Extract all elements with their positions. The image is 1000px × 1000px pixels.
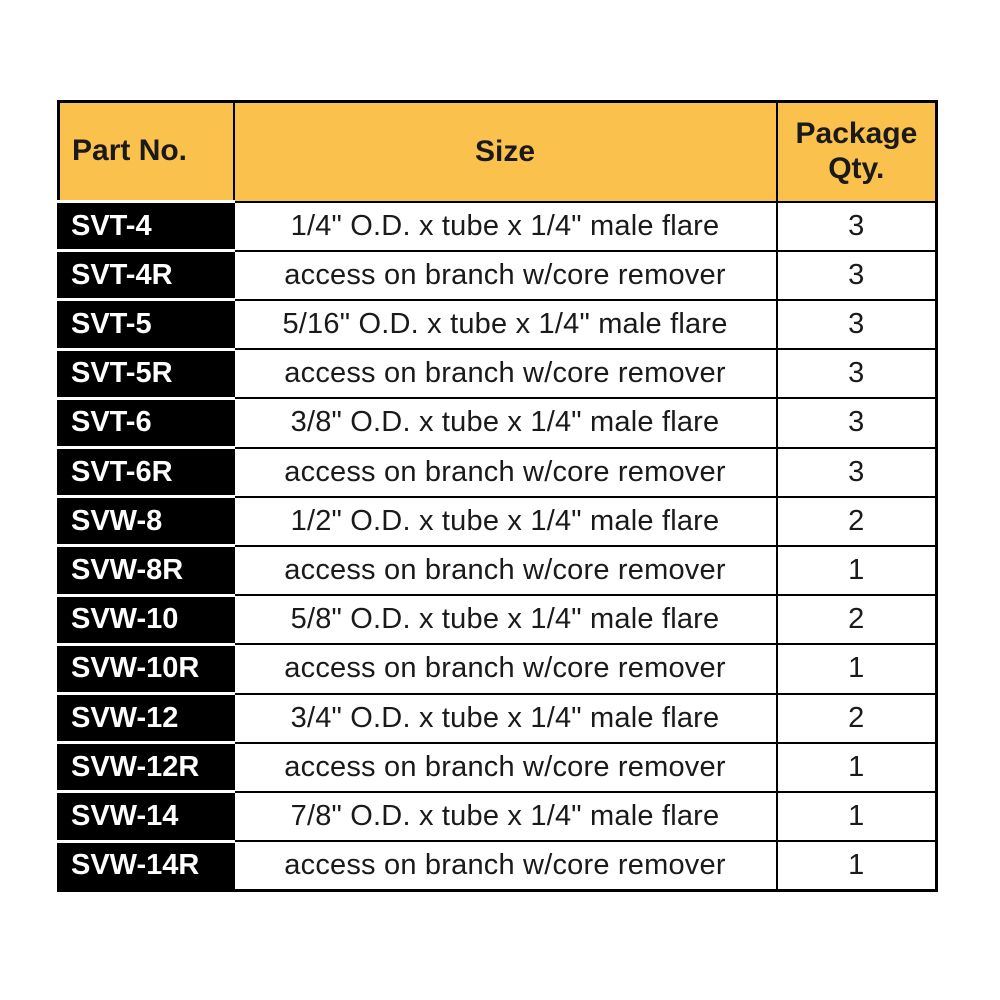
package-qty-cell: 1	[775, 790, 938, 843]
package-qty-cell: 1	[775, 741, 938, 793]
package-qty-cell: 1	[775, 840, 938, 892]
table-row: SVT-5R access on branch w/core remover 3	[57, 347, 938, 400]
table-row: SVT-6R access on branch w/core remover 3	[57, 446, 938, 499]
table-row: SVW-12 3/4" O.D. x tube x 1/4" male flar…	[57, 692, 938, 745]
table-row: SVW-8R access on branch w/core remover 1	[57, 544, 938, 597]
package-qty-cell: 3	[775, 298, 938, 351]
part-no-cell: SVW-10R	[57, 642, 235, 696]
table-row: SVW-10R access on branch w/core remover …	[57, 642, 938, 696]
part-no-cell: SVT-6	[57, 396, 235, 450]
table-row: SVW-14 7/8" O.D. x tube x 1/4" male flar…	[57, 790, 938, 843]
part-no-cell: SVW-10	[57, 593, 235, 646]
table-row: SVT-4 1/4" O.D. x tube x 1/4" male flare…	[57, 199, 938, 253]
package-qty-cell: 1	[775, 643, 938, 695]
part-no-cell: SVT-5R	[57, 347, 235, 400]
part-no-cell: SVW-14	[57, 790, 235, 843]
table-row: SVT-5 5/16" O.D. x tube x 1/4" male flar…	[57, 298, 938, 351]
size-cell: access on branch w/core remover	[232, 544, 778, 597]
part-no-cell: SVW-8R	[57, 544, 235, 597]
size-cell: access on branch w/core remover	[232, 348, 778, 400]
table-header: Part No. Size Package Qty.	[57, 100, 938, 203]
size-cell: access on branch w/core remover	[232, 249, 778, 301]
header-row: Part No. Size Package Qty.	[57, 100, 938, 203]
part-no-cell: SVT-6R	[57, 446, 235, 499]
package-qty-cell: 3	[775, 397, 938, 449]
table-row: SVW-10 5/8" O.D. x tube x 1/4" male flar…	[57, 593, 938, 646]
size-cell: access on branch w/core remover	[232, 840, 778, 892]
package-qty-cell: 2	[775, 594, 938, 646]
part-no-cell: SVW-12R	[57, 741, 235, 794]
part-no-cell: SVT-5	[57, 298, 235, 351]
size-cell: access on branch w/core remover	[232, 741, 778, 793]
package-qty-cell: 1	[775, 544, 938, 597]
part-no-cell: SVT-4R	[57, 249, 235, 302]
table-row: SVT-4R access on branch w/core remover 3	[57, 249, 938, 302]
part-no-cell: SVW-8	[57, 495, 235, 548]
size-cell: 1/4" O.D. x tube x 1/4" male flare	[232, 200, 778, 252]
table-row: SVW-12R access on branch w/core remover …	[57, 741, 938, 794]
table-body: SVT-4 1/4" O.D. x tube x 1/4" male flare…	[57, 199, 938, 893]
table-row: SVW-8 1/2" O.D. x tube x 1/4" male flare…	[57, 495, 938, 548]
size-cell: access on branch w/core remover	[232, 446, 778, 498]
package-qty-cell: 3	[775, 200, 938, 252]
size-cell: 5/8" O.D. x tube x 1/4" male flare	[232, 594, 778, 646]
parts-spec-table: Part No. Size Package Qty. SVT-4 1/4" O.…	[57, 100, 938, 893]
size-cell: access on branch w/core remover	[232, 643, 778, 695]
table-row: SVW-14R access on branch w/core remover …	[57, 839, 938, 893]
part-no-cell: SVT-4	[57, 199, 235, 253]
size-cell: 3/8" O.D. x tube x 1/4" male flare	[232, 397, 778, 449]
size-cell: 7/8" O.D. x tube x 1/4" male flare	[232, 790, 778, 843]
column-header-size: Size	[232, 100, 778, 203]
column-header-package-qty: Package Qty.	[775, 100, 938, 203]
size-cell: 1/2" O.D. x tube x 1/4" male flare	[232, 495, 778, 547]
part-no-cell: SVW-12	[57, 692, 235, 745]
package-qty-cell: 2	[775, 692, 938, 744]
column-header-part-no: Part No.	[57, 100, 235, 203]
table-row: SVT-6 3/8" O.D. x tube x 1/4" male flare…	[57, 396, 938, 450]
size-cell: 5/16" O.D. x tube x 1/4" male flare	[232, 298, 778, 351]
package-qty-cell: 3	[775, 249, 938, 301]
package-qty-cell: 3	[775, 348, 938, 400]
package-qty-cell: 2	[775, 495, 938, 547]
part-no-cell: SVW-14R	[57, 839, 235, 893]
package-qty-cell: 3	[775, 446, 938, 498]
size-cell: 3/4" O.D. x tube x 1/4" male flare	[232, 692, 778, 744]
